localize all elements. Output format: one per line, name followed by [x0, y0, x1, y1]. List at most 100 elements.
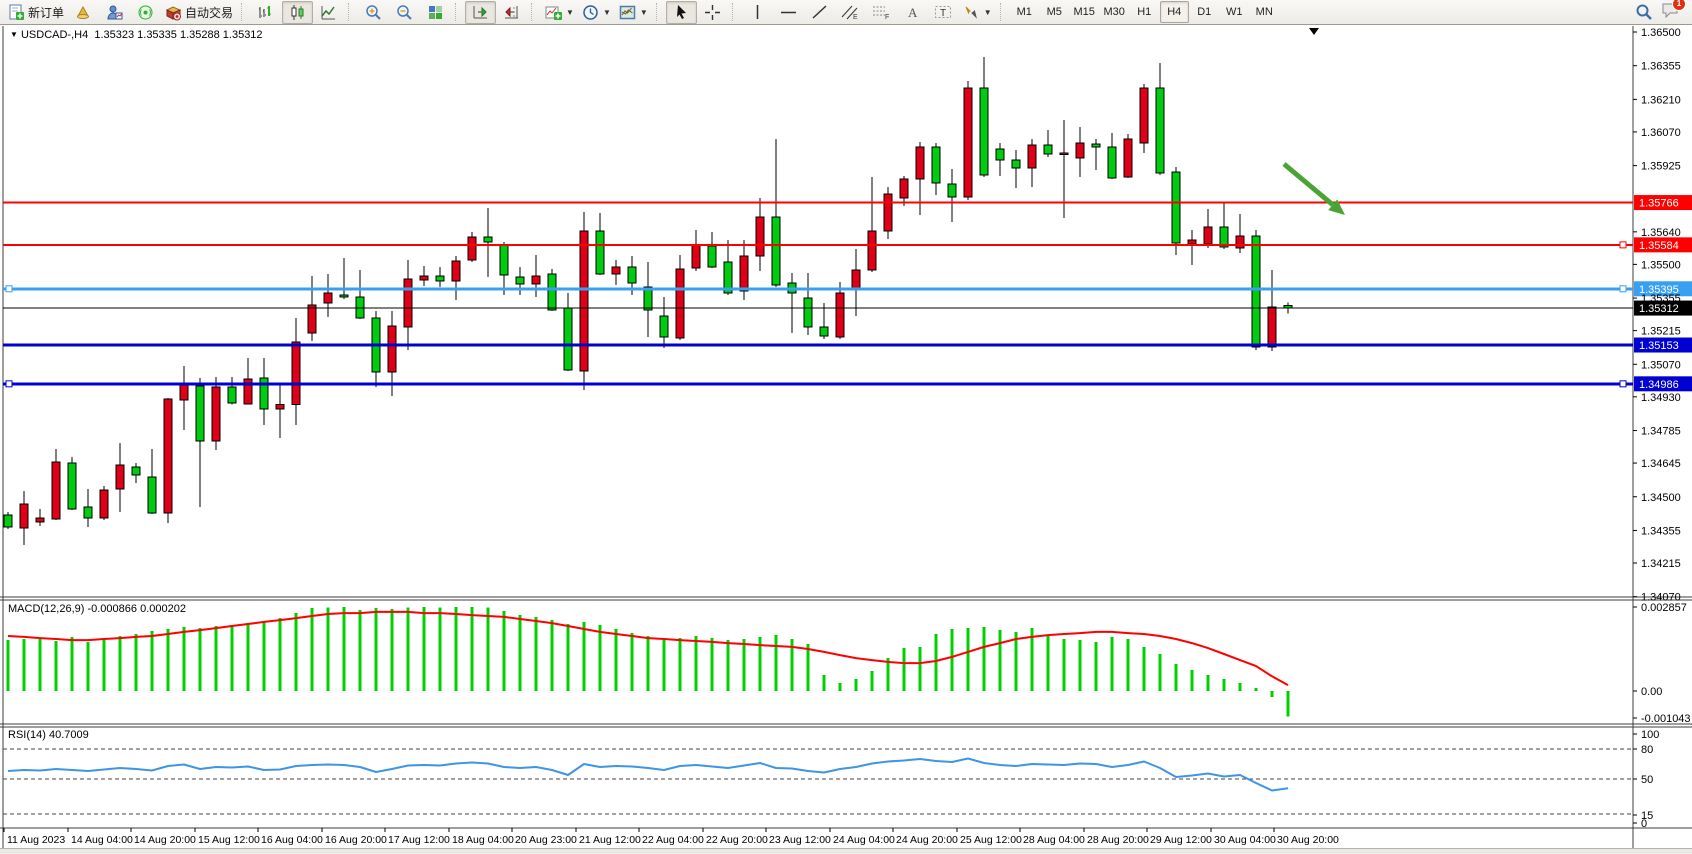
price-tick-label: 1.34645 — [1641, 458, 1681, 470]
horizontal-line-tool[interactable] — [773, 1, 804, 24]
candle-body — [179, 384, 189, 401]
search-icon[interactable] — [1635, 3, 1653, 21]
candle-body — [1075, 142, 1085, 159]
text-tool[interactable]: A — [897, 1, 928, 24]
timeframe-button-w1[interactable]: W1 — [1225, 6, 1243, 18]
data-window-button[interactable] — [99, 1, 130, 24]
macd-bar — [326, 607, 330, 691]
price-tag-1.35312 — [1634, 300, 1692, 316]
periods-button[interactable]: ▼ — [578, 1, 615, 24]
timeframe-button-h4[interactable]: H4 — [1159, 1, 1189, 23]
time-label: 18 Aug 04:00 — [452, 834, 514, 846]
new-order-button[interactable]: 新订单 — [4, 1, 68, 24]
line-endpoint-marker[interactable] — [1619, 241, 1627, 249]
text-label-tool[interactable]: T — [928, 1, 959, 24]
line-endpoint-marker[interactable] — [1619, 285, 1627, 293]
timeframe-button-mn[interactable]: MN — [1255, 6, 1273, 18]
price-tag-label: 1.35395 — [1639, 284, 1679, 296]
macd-histogram — [6, 606, 1290, 717]
candle-body — [1235, 235, 1245, 249]
crosshair-button[interactable] — [697, 1, 728, 24]
candle — [1011, 150, 1021, 188]
candle — [643, 261, 653, 338]
macd-bar — [918, 646, 922, 691]
market-watch-button[interactable] — [68, 1, 99, 24]
candle — [339, 257, 349, 300]
candle-body — [323, 292, 333, 304]
candle — [131, 463, 141, 484]
candle — [947, 169, 957, 223]
chart-shift-marker[interactable] — [1309, 28, 1319, 35]
auto-scroll-button[interactable] — [465, 0, 497, 24]
autotrading-button[interactable]: 自动交易 — [161, 1, 237, 24]
trend-arrow-annotation[interactable] — [1282, 162, 1335, 207]
candle-body — [467, 236, 477, 261]
macd-bar — [54, 641, 58, 691]
chart-title-bar: ▼ USDCAD-,H4 1.35323 1.35335 1.35288 1.3… — [10, 29, 263, 41]
candle-body — [339, 294, 349, 298]
chart-dropdown-icon[interactable]: ▼ — [10, 30, 18, 39]
timeframe-button-m30[interactable]: M30 — [1103, 6, 1125, 18]
equidistant-channel-tool[interactable]: E — [835, 1, 866, 24]
indicators-button[interactable]: ▼ — [541, 1, 578, 24]
templates-dropdown-caret[interactable]: ▼ — [639, 7, 648, 17]
trendline-tool[interactable] — [804, 1, 835, 24]
fibonacci-tool[interactable]: F — [866, 1, 897, 24]
line-endpoint-marker[interactable] — [5, 380, 13, 388]
line-endpoint-marker[interactable] — [1619, 380, 1627, 388]
price-tick-label: 1.35215 — [1641, 326, 1681, 338]
notification-badge[interactable]: 1 — [1672, 0, 1686, 11]
timeframe-button-h1[interactable]: H1 — [1137, 6, 1152, 18]
timeframe-button-m5[interactable]: M5 — [1046, 6, 1062, 18]
candle-body — [451, 260, 461, 282]
macd-bar — [982, 626, 986, 691]
indicators-dropdown-caret[interactable]: ▼ — [566, 7, 574, 17]
macd-tick-label: -0.001043 — [1641, 713, 1691, 725]
templates-button[interactable]: ▼ — [615, 1, 652, 24]
tile-windows-button[interactable] — [420, 1, 451, 24]
chart-shift-button[interactable] — [496, 1, 527, 24]
cursor-button[interactable] — [665, 0, 697, 24]
arrows-tool[interactable]: ▼ — [959, 1, 996, 24]
price-tick-label: 1.36070 — [1641, 127, 1681, 139]
candle — [579, 212, 589, 391]
candle-body — [35, 517, 45, 523]
svg-text:F: F — [885, 14, 889, 20]
candle — [451, 256, 461, 300]
navigator-button[interactable] — [130, 1, 161, 24]
price-tag-1.34986 — [1634, 376, 1692, 392]
macd-bar — [1190, 670, 1194, 691]
template-chart-icon — [619, 5, 636, 19]
candle-body — [643, 286, 653, 311]
svg-text:E: E — [853, 14, 858, 20]
candle-body — [659, 315, 669, 338]
timeframe-button-m1[interactable]: M1 — [1016, 6, 1032, 18]
timeframe-button-m15[interactable]: M15 — [1073, 6, 1095, 18]
candle — [147, 448, 157, 514]
price-tick-label: 1.34215 — [1641, 558, 1681, 570]
chart-candlesticks-button[interactable] — [282, 0, 314, 24]
autotrading-label: 自动交易 — [185, 5, 234, 20]
macd-bar — [1014, 631, 1018, 691]
line-endpoint-marker[interactable] — [5, 285, 13, 293]
zoom-in-button[interactable] — [358, 1, 389, 24]
price-tick-label: 1.34070 — [1641, 592, 1681, 604]
periods-dropdown-caret[interactable]: ▼ — [602, 7, 611, 17]
price-tick-label: 1.34355 — [1641, 525, 1681, 537]
macd-bar — [374, 608, 378, 691]
zoom-out-button[interactable] — [389, 1, 420, 24]
timeframe-button-d1[interactable]: D1 — [1197, 6, 1212, 18]
candle — [867, 177, 877, 273]
chart-bars-button[interactable] — [251, 1, 282, 24]
candle — [243, 358, 253, 405]
arrows-dropdown-caret[interactable]: ▼ — [983, 7, 992, 17]
candle-body — [355, 296, 365, 319]
candle-body — [947, 183, 957, 198]
chart-line-button[interactable] — [313, 1, 344, 24]
toolbar-separator — [731, 3, 738, 21]
vertical-line-tool[interactable] — [742, 1, 773, 24]
candle-body — [915, 146, 925, 180]
candle — [163, 397, 173, 524]
macd-bar — [118, 636, 122, 691]
